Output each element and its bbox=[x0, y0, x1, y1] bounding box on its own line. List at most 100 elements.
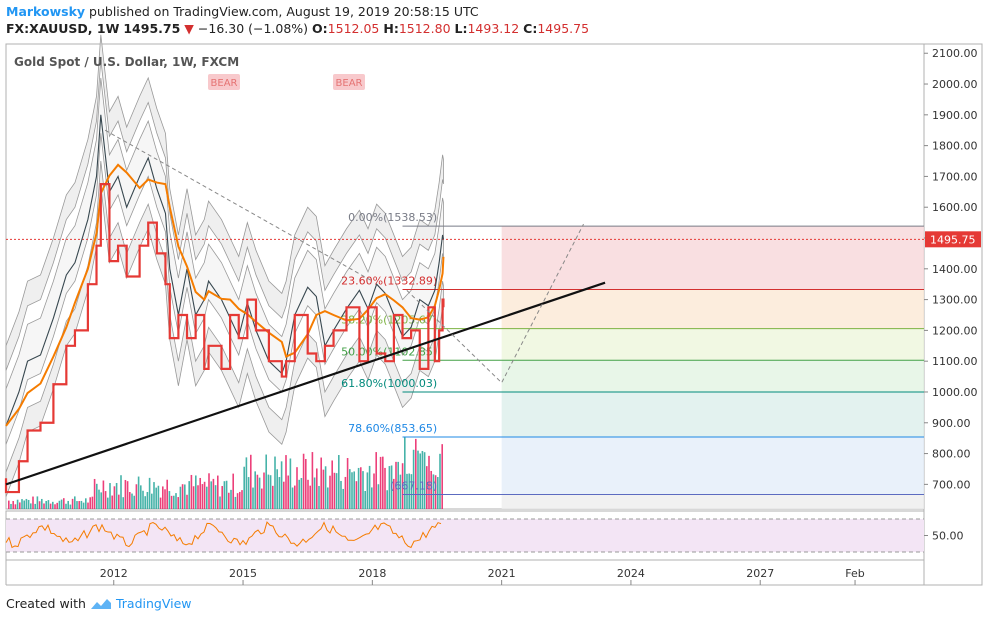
volume-bar bbox=[254, 471, 256, 509]
support-trendline bbox=[5, 281, 606, 486]
chart-legend: Gold Spot / U.S. Dollar, 1W, FXCM bbox=[14, 55, 239, 69]
volume-bar bbox=[25, 498, 28, 509]
volume-bar bbox=[8, 500, 10, 509]
open-value: 1512.05 bbox=[327, 21, 380, 36]
tradingview-logo-icon bbox=[90, 598, 111, 609]
volume-bar bbox=[157, 485, 160, 509]
volume-bar bbox=[274, 456, 276, 509]
volume-bar bbox=[203, 481, 206, 509]
volume-bar bbox=[434, 475, 437, 509]
volume-bar bbox=[258, 477, 261, 509]
volume-bar bbox=[16, 499, 19, 509]
volume-bar bbox=[23, 500, 25, 509]
volume-bar bbox=[393, 478, 395, 509]
volume-bar bbox=[234, 496, 237, 509]
volume-bar bbox=[247, 477, 250, 509]
low-label: L: bbox=[454, 21, 468, 36]
volume-bar bbox=[243, 466, 245, 509]
bear-label-1-text: BEAR bbox=[211, 78, 238, 89]
fib-zone bbox=[501, 391, 924, 438]
volume-bar bbox=[129, 492, 131, 509]
close-label: C: bbox=[523, 21, 538, 36]
volume-bar bbox=[399, 474, 402, 509]
volume-bar bbox=[21, 499, 23, 509]
volume-bar bbox=[397, 461, 399, 509]
volume-bar bbox=[162, 486, 164, 509]
bear-label-2: BEAR bbox=[333, 74, 365, 90]
volume-bar bbox=[329, 475, 331, 509]
volume-bar bbox=[412, 449, 415, 509]
volume-bar bbox=[223, 481, 226, 509]
volume-bar bbox=[208, 473, 210, 509]
volume-bar bbox=[217, 475, 219, 509]
time-tick-label: 2015 bbox=[229, 567, 257, 580]
volume-bar bbox=[430, 470, 432, 509]
down-arrow-icon: ▼ bbox=[184, 21, 194, 36]
volume-bar bbox=[47, 500, 50, 509]
volume-bar bbox=[34, 503, 36, 509]
volume-bar bbox=[340, 480, 342, 509]
volume-bar bbox=[421, 450, 424, 509]
volume-bar bbox=[159, 497, 162, 509]
time-tick-label: 2018 bbox=[358, 567, 386, 580]
volume-bar bbox=[349, 469, 351, 509]
price-tick-label: 1600.00 bbox=[932, 201, 978, 214]
footer: Created with TradingView bbox=[6, 596, 192, 611]
price-tick-label: 800.00 bbox=[932, 448, 971, 461]
volume-bar bbox=[43, 503, 45, 509]
volume-bar bbox=[56, 502, 58, 509]
volume-bar bbox=[120, 475, 122, 509]
fib-zone bbox=[501, 226, 924, 290]
volume-bar bbox=[113, 486, 116, 509]
volume-bar bbox=[80, 500, 83, 509]
volume-bar bbox=[181, 484, 184, 509]
volume-bar bbox=[102, 480, 105, 509]
bear-label-1: BEAR bbox=[208, 74, 240, 90]
price-tick-label: 1300.00 bbox=[932, 294, 978, 307]
volume-bar bbox=[267, 474, 270, 509]
volume-bar bbox=[82, 502, 85, 509]
volume-bar bbox=[137, 476, 140, 509]
price-tick-label: 2000.00 bbox=[932, 78, 978, 91]
open-label: O: bbox=[312, 21, 328, 36]
price-tick-label: 1000.00 bbox=[932, 386, 978, 399]
time-tick-label: Feb bbox=[845, 567, 864, 580]
volume-bar bbox=[190, 474, 193, 509]
volume-bar bbox=[14, 504, 17, 509]
volume-bar bbox=[245, 457, 248, 509]
volume-bar bbox=[144, 496, 146, 509]
volume-bar bbox=[404, 436, 406, 509]
volume-bar bbox=[368, 465, 371, 509]
volume-bar bbox=[78, 501, 80, 509]
author-name[interactable]: Markowsky bbox=[6, 4, 86, 19]
tradingview-link[interactable]: TradingView bbox=[115, 596, 192, 611]
rsi-tick-label: 50.00 bbox=[932, 530, 964, 543]
volume-bar bbox=[423, 452, 426, 509]
volume-bar bbox=[140, 485, 142, 509]
volume-bar bbox=[318, 485, 320, 509]
volume-bar bbox=[261, 488, 263, 509]
volume-bar bbox=[362, 471, 364, 509]
close-value: 1495.75 bbox=[537, 21, 590, 36]
volume-bar bbox=[219, 496, 221, 509]
volume-bar bbox=[201, 484, 204, 509]
volume-bar bbox=[265, 454, 267, 509]
volume-bar bbox=[439, 453, 441, 509]
fib-label: 38.20%(1205.67) bbox=[341, 314, 437, 327]
volume-bar bbox=[366, 472, 369, 509]
volume-bar bbox=[280, 461, 283, 509]
volume-bar bbox=[52, 501, 54, 509]
volume-bar bbox=[65, 503, 67, 509]
volume-bar bbox=[320, 457, 322, 509]
volume-bar bbox=[111, 495, 113, 509]
volume-bar bbox=[212, 478, 215, 509]
projection-path bbox=[406, 223, 584, 384]
volume-bar bbox=[426, 466, 428, 509]
volume-bar bbox=[100, 492, 102, 509]
time-tick-label: 2024 bbox=[617, 567, 645, 580]
volume-bar bbox=[388, 466, 391, 509]
volume-bar bbox=[298, 479, 300, 509]
price-change: −16.30 (−1.08%) bbox=[197, 21, 309, 36]
volume-bar bbox=[199, 477, 201, 509]
